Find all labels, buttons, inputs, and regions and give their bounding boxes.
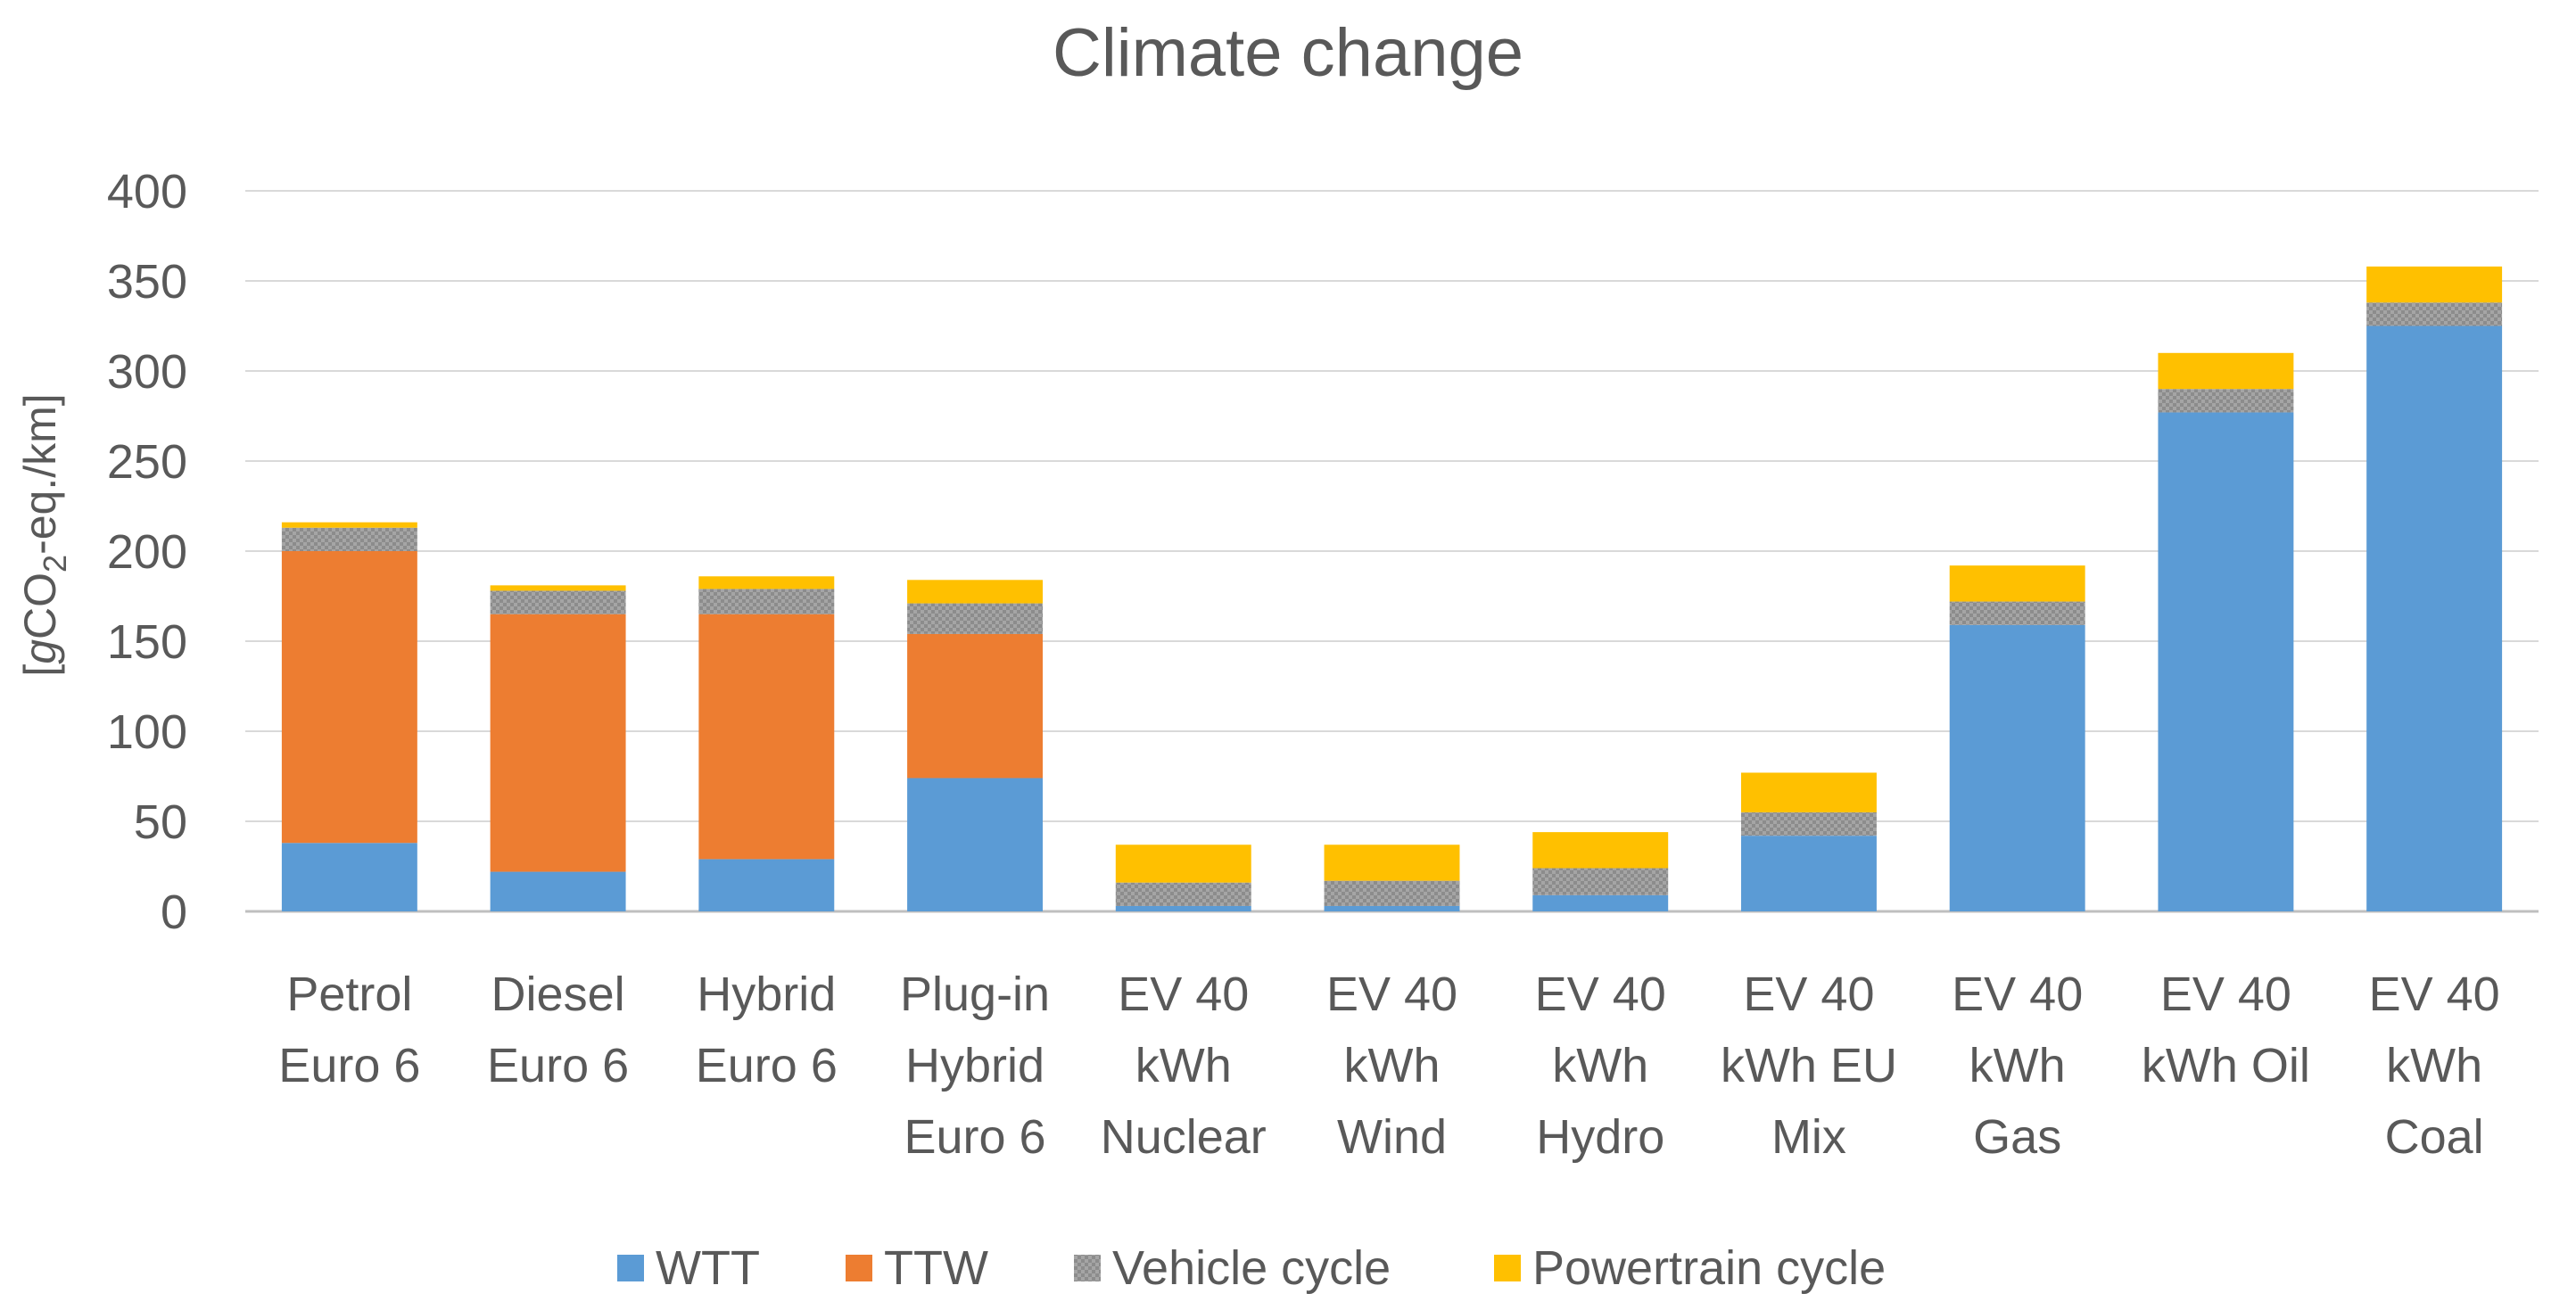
bar-segment-ttw bbox=[698, 614, 835, 860]
bar-segment-wtt bbox=[1949, 624, 2085, 911]
bar-segment-ttw bbox=[907, 633, 1044, 779]
bar-segment-ttw bbox=[281, 551, 417, 844]
x-category-label: EV 40 kWh Hydro bbox=[1535, 968, 1666, 1164]
bar-segment-powertrain-cycle bbox=[490, 585, 626, 591]
y-tick-label: 200 bbox=[107, 525, 187, 579]
legend-swatch bbox=[846, 1255, 872, 1281]
y-tick-label: 350 bbox=[107, 255, 187, 309]
y-tick-label: 150 bbox=[107, 615, 187, 669]
x-category-label: EV 40 kWh Nuclear bbox=[1101, 968, 1267, 1164]
legend-swatch bbox=[617, 1255, 644, 1281]
y-axis-label: [gCO2-eq./km] bbox=[15, 393, 73, 676]
bar-segment-powertrain-cycle bbox=[907, 580, 1044, 604]
y-tick-label: 50 bbox=[134, 795, 187, 849]
bar-segment-wtt bbox=[490, 871, 626, 911]
bar-segment-vehicle-cycle bbox=[1532, 868, 1669, 895]
bar-segment-wtt bbox=[1324, 905, 1460, 911]
bar-segment-vehicle-cycle bbox=[1740, 812, 1877, 836]
legend-label: TTW bbox=[884, 1241, 988, 1295]
legend-swatch bbox=[1074, 1255, 1101, 1281]
y-tick-label: 250 bbox=[107, 435, 187, 489]
legend-swatch bbox=[1494, 1255, 1521, 1281]
y-tick-label: 100 bbox=[107, 705, 187, 759]
bar-segment-vehicle-cycle bbox=[2158, 389, 2294, 413]
bar-segment-powertrain-cycle bbox=[2158, 352, 2294, 390]
y-tick-label: 300 bbox=[107, 345, 187, 399]
legend-label: WTT bbox=[656, 1241, 760, 1295]
chart-title: Climate change bbox=[1053, 15, 1523, 91]
x-category-label: EV 40 kWh EU Mix bbox=[1721, 968, 1897, 1164]
bar-segment-vehicle-cycle bbox=[1115, 882, 1251, 906]
bar-segment-wtt bbox=[1115, 905, 1251, 911]
x-category-label: Plug-in Hybrid Euro 6 bbox=[900, 968, 1050, 1164]
bar-segment-wtt bbox=[2366, 325, 2503, 911]
x-axis-labels: Petrol Euro 6 Diesel Euro 6 Hybrid Euro 6 Plug… bbox=[278, 968, 2499, 1164]
legend: WTT TTW Vehicle cycle Powertrain cycle bbox=[617, 1241, 1886, 1295]
bar-segment-vehicle-cycle bbox=[1949, 601, 2085, 625]
bar-segment-powertrain-cycle bbox=[281, 522, 417, 528]
y-axis-ticks: 0 50 100 150 200 250 300 350 400 bbox=[107, 165, 187, 939]
x-category-label: Diesel Euro 6 bbox=[487, 968, 629, 1092]
bar-segment-vehicle-cycle bbox=[907, 603, 1044, 634]
bar-segment-wtt bbox=[281, 843, 417, 911]
bar-segment-ttw bbox=[490, 614, 626, 872]
bar-segment-powertrain-cycle bbox=[1949, 565, 2085, 602]
bar-segment-powertrain-cycle bbox=[2366, 266, 2503, 303]
bar-segment-vehicle-cycle bbox=[490, 590, 626, 614]
x-category-label: EV 40 kWh Wind bbox=[1326, 968, 1457, 1164]
x-category-label: EV 40 kWh Oil bbox=[2142, 968, 2310, 1092]
bar-segment-powertrain-cycle bbox=[1115, 844, 1251, 883]
bar-segment-wtt bbox=[907, 778, 1044, 911]
bar-segment-powertrain-cycle bbox=[698, 576, 835, 589]
bar-segment-wtt bbox=[2158, 412, 2294, 912]
bars bbox=[281, 266, 2503, 912]
legend-label: Vehicle cycle bbox=[1112, 1241, 1391, 1295]
bar-segment-vehicle-cycle bbox=[281, 527, 417, 551]
bar-segment-vehicle-cycle bbox=[2366, 302, 2503, 326]
bar-segment-vehicle-cycle bbox=[698, 589, 835, 614]
gridlines bbox=[245, 190, 2539, 913]
y-tick-label: 0 bbox=[161, 886, 187, 939]
bar-segment-vehicle-cycle bbox=[1324, 880, 1460, 906]
x-category-label: EV 40 kWh Coal bbox=[2369, 968, 2500, 1164]
x-category-label: EV 40 kWh Gas bbox=[1952, 968, 2083, 1164]
bar-segment-powertrain-cycle bbox=[1740, 772, 1877, 812]
legend-label: Powertrain cycle bbox=[1532, 1241, 1886, 1295]
bar-segment-powertrain-cycle bbox=[1324, 844, 1460, 881]
bar-segment-powertrain-cycle bbox=[1532, 832, 1669, 869]
bar-segment-wtt bbox=[698, 859, 835, 911]
x-category-label: Hybrid Euro 6 bbox=[696, 968, 838, 1092]
bar-segment-wtt bbox=[1740, 836, 1877, 911]
y-tick-label: 400 bbox=[107, 165, 187, 218]
x-category-label: Petrol Euro 6 bbox=[278, 968, 420, 1092]
bar-segment-wtt bbox=[1532, 894, 1669, 911]
